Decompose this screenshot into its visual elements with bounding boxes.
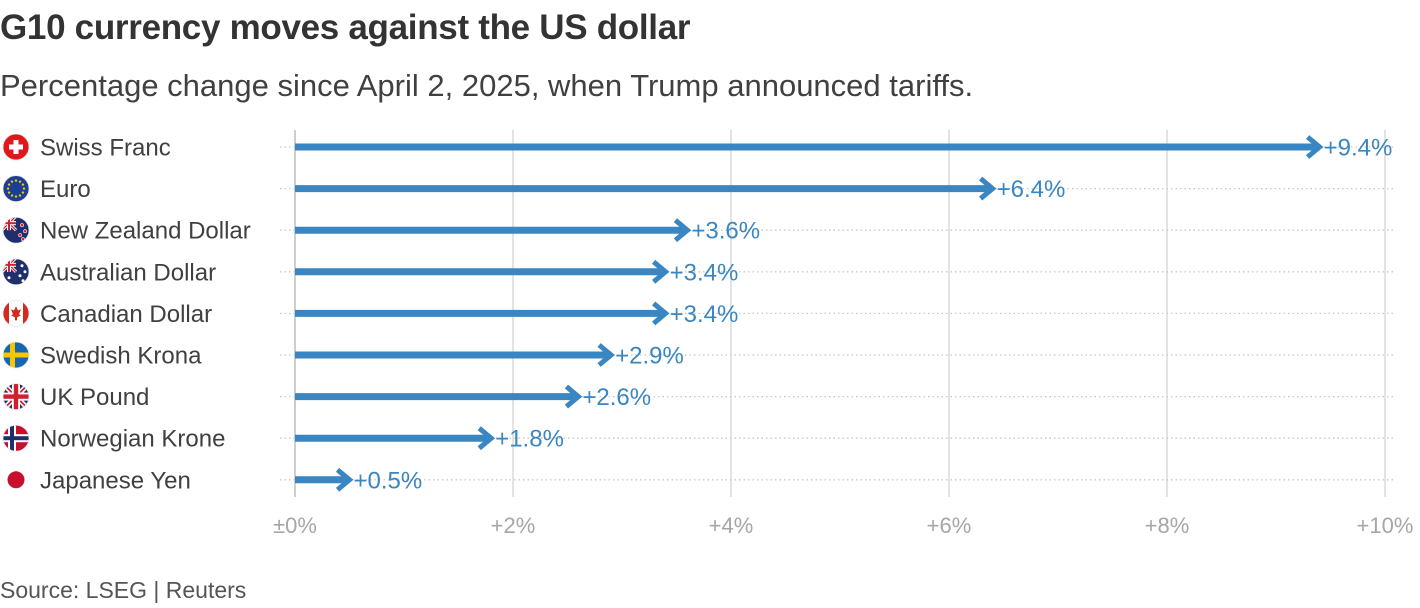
value-label: +2.6% [582, 384, 651, 411]
value-label: +9.4% [1324, 135, 1393, 162]
value-label: +0.5% [354, 467, 423, 494]
value-label: +3.6% [691, 218, 760, 245]
bar-arrowhead [335, 467, 354, 492]
bar-arrowhead [673, 218, 692, 243]
uk-flag-icon [2, 383, 30, 411]
bar-chart: Swiss Franc +9.4% Euro +6.4% New Zealand Dol… [2, 130, 1414, 538]
bar-arrowhead [477, 426, 496, 451]
chart-row: Japanese Yen +0.5% [7, 467, 1396, 494]
chart-title: G10 currency moves against the US dollar [0, 8, 691, 47]
currency-label: Australian Dollar [40, 259, 216, 286]
currency-label: Japanese Yen [40, 467, 191, 494]
currency-label: Euro [40, 176, 91, 203]
x-tick-label: ±0% [273, 513, 317, 538]
japan-flag-icon [7, 471, 25, 489]
currency-label: Canadian Dollar [40, 301, 212, 328]
currency-label: Swedish Krona [40, 343, 202, 370]
chart-row: Canadian Dollar +3.4% [2, 299, 1396, 328]
eu-flag-icon [2, 175, 30, 203]
chart-row: UK Pound +2.6% [2, 383, 1396, 411]
x-tick-label: +4% [709, 513, 754, 538]
chart-row: Euro +6.4% [2, 175, 1396, 203]
x-tick-label: +10% [1357, 513, 1414, 538]
norway-flag-icon [2, 424, 30, 452]
value-label: +3.4% [670, 259, 739, 286]
value-label: +1.8% [495, 426, 564, 453]
x-tick-label: +2% [491, 513, 536, 538]
value-label: +3.4% [670, 301, 739, 328]
chart-row: Norwegian Krone +1.8% [2, 424, 1396, 453]
bar-arrowhead [1305, 135, 1324, 159]
new-zealand-flag-icon [2, 216, 30, 244]
bar-arrowhead [651, 301, 670, 326]
currency-label: UK Pound [40, 384, 149, 411]
x-tick-label: +8% [1145, 513, 1190, 538]
source-note: Source: LSEG | Reuters [0, 577, 247, 603]
chart-row: New Zealand Dollar +3.6% [2, 216, 1396, 245]
value-label: +2.9% [615, 343, 684, 370]
bar-arrowhead [597, 343, 616, 367]
australia-flag-icon [2, 258, 30, 286]
chart-subtitle: Percentage change since April 2, 2025, w… [0, 68, 974, 103]
swiss-flag-icon [2, 133, 30, 161]
sweden-flag-icon [2, 341, 30, 369]
x-tick-label: +6% [927, 513, 972, 538]
bar-arrowhead [564, 384, 583, 409]
bar-arrowhead [978, 176, 997, 201]
value-label: +6.4% [997, 176, 1066, 203]
chart-row: Swedish Krona +2.9% [2, 341, 1396, 370]
chart-row: Swiss Franc +9.4% [2, 133, 1396, 162]
chart-row: Australian Dollar +3.4% [2, 258, 1396, 286]
currency-label: Norwegian Krone [40, 426, 225, 453]
currency-label: Swiss Franc [40, 135, 171, 162]
currency-label: New Zealand Dollar [40, 218, 251, 245]
bar-arrowhead [651, 259, 670, 284]
canada-flag-icon [2, 299, 30, 327]
